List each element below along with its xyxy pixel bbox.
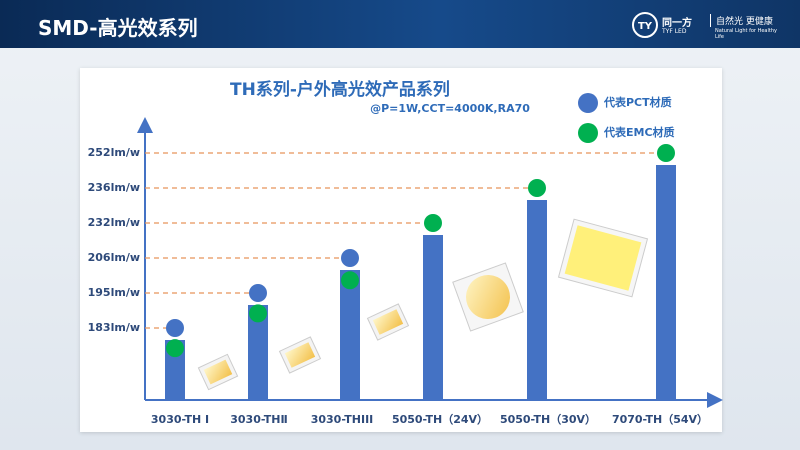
- y-tick-label: 195lm/w: [88, 286, 140, 299]
- dot: [341, 249, 359, 267]
- y-tick-label: 232lm/w: [88, 216, 140, 229]
- x-tick-label: 5050-TH（24V）: [392, 413, 488, 426]
- dot: [249, 304, 267, 323]
- legend-label: 代表PCT材质: [603, 95, 672, 109]
- x-tick-label: 3030-THIII: [311, 413, 374, 426]
- dot: [341, 271, 359, 290]
- bar: [340, 270, 360, 400]
- dot: [166, 339, 184, 358]
- logo-brand: 同一方: [662, 18, 692, 29]
- chart-subtitle: @P=1W,CCT=4000K,RA70: [370, 102, 530, 115]
- legend-marker: [578, 123, 598, 143]
- bar: [423, 235, 443, 400]
- slogan-en: Natural Light for Healthy Life: [715, 28, 777, 40]
- x-tick-label: 3030-TH Ⅰ: [151, 413, 209, 426]
- logo-mark: TY: [632, 12, 658, 38]
- header-bar: SMD-高光效系列 TY 同一方 TYF LED 自然光 更健康 Natural…: [0, 0, 800, 48]
- dot: [166, 319, 184, 337]
- bar: [527, 200, 547, 400]
- dot: [657, 144, 675, 162]
- x-tick-label: 5050-TH（30V）: [500, 413, 596, 426]
- logo-name: TYF LED: [662, 28, 687, 35]
- chart-title: TH系列-户外高光效产品系列: [230, 79, 450, 100]
- x-tick-label: 3030-THⅡ: [230, 413, 288, 426]
- slogan: 自然光 更健康: [710, 14, 773, 27]
- chips: [197, 218, 649, 391]
- dot: [424, 214, 442, 232]
- y-tick-label: 206lm/w: [88, 251, 140, 264]
- y-tick-label: 236lm/w: [88, 181, 140, 194]
- legend-label: 代表EMC材质: [603, 125, 675, 139]
- legend-marker: [578, 93, 598, 113]
- y-tick-label: 252lm/w: [88, 146, 140, 159]
- header-title: SMD-高光效系列: [38, 16, 198, 40]
- bar: [248, 305, 268, 400]
- dot: [528, 179, 546, 197]
- y-tick-label: 183lm/w: [88, 321, 140, 334]
- bar: [656, 165, 676, 400]
- x-tick-label: 7070-TH（54V）: [612, 413, 708, 426]
- logo: TY 同一方 TYF LED 自然光 更健康 Natural Light for…: [632, 12, 782, 40]
- dot: [249, 284, 267, 302]
